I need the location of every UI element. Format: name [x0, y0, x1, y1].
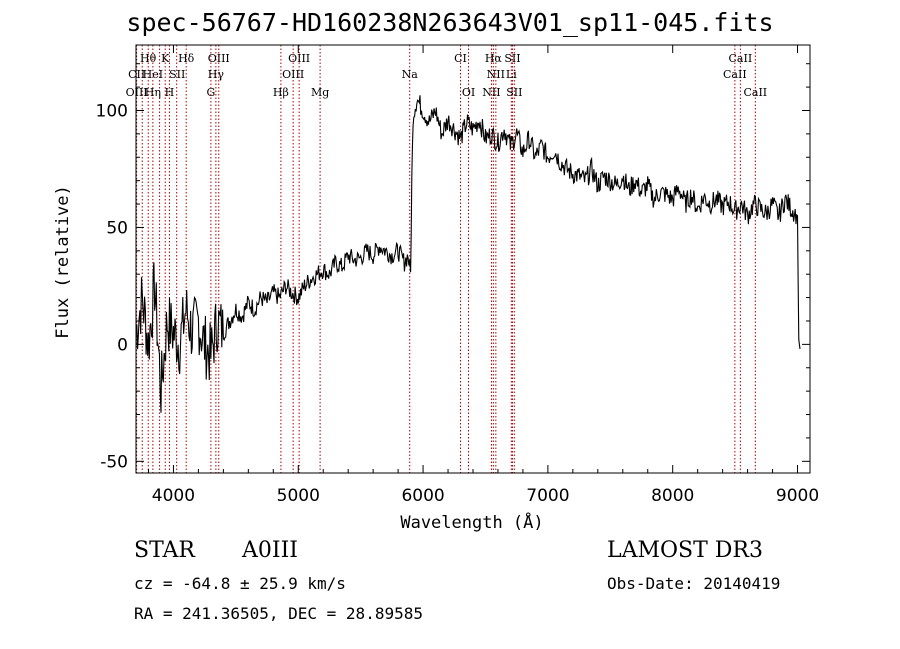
line-label: OIII: [126, 86, 148, 99]
line-label: Hη: [145, 86, 161, 99]
line-label: HeI: [143, 68, 163, 81]
line-label: Hβ: [273, 86, 289, 99]
line-label: Na: [402, 68, 419, 81]
x-tick-label: 5000: [277, 486, 320, 506]
object-subclass: A0III: [242, 538, 298, 563]
line-marker-group: [136, 45, 756, 473]
line-label: CII: [128, 68, 145, 81]
x-tick-label: 8000: [651, 486, 694, 506]
line-label: SII: [169, 68, 185, 81]
line-label: Li: [506, 68, 517, 81]
object-class: STAR: [134, 538, 195, 563]
x-axis: 4000 5000 6000 7000 8000 9000: [147, 45, 819, 506]
line-label: OIII: [208, 52, 230, 65]
y-tick-label: 50: [106, 218, 128, 238]
line-label: CaII: [729, 52, 753, 65]
line-label: OIII: [288, 52, 310, 65]
y-tick-label: -50: [100, 452, 128, 472]
line-label: NII: [487, 68, 505, 81]
x-axis-label: Wavelength (Å): [400, 511, 543, 533]
line-label: SII: [506, 86, 522, 99]
line-label: OI: [462, 86, 475, 99]
survey-name: LAMOST DR3: [607, 538, 763, 563]
line-label: Mg: [311, 86, 329, 99]
x-tick-label: 4000: [152, 486, 195, 506]
x-tick-label: 9000: [776, 486, 819, 506]
spectrum-line: [135, 95, 801, 413]
x-tick-label: 6000: [401, 486, 444, 506]
line-label: K: [161, 52, 170, 65]
y-axis: -50 0 50 100: [96, 63, 810, 472]
line-label: H: [165, 86, 175, 99]
line-label: NII: [482, 86, 500, 99]
line-label: G: [206, 86, 215, 99]
line-label: SII: [504, 52, 520, 65]
x-tick-label: 7000: [526, 486, 569, 506]
y-axis-label: Flux (relative): [53, 185, 73, 339]
observation-date: Obs-Date: 20140419: [607, 574, 781, 593]
line-label: CaII: [723, 68, 747, 81]
line-label: OIII: [282, 68, 304, 81]
line-label: Hθ: [140, 52, 157, 65]
plot-frame: [135, 44, 811, 474]
y-tick-label: 0: [117, 335, 128, 355]
redshift-value: cz = -64.8 ± 25.9 km/s: [134, 574, 346, 593]
line-label: Hγ: [208, 68, 225, 81]
sky-coordinates: RA = 241.36505, DEC = 28.89585: [134, 604, 423, 623]
line-label: CaII: [743, 86, 767, 99]
line-label: Hδ: [178, 52, 195, 65]
line-label: CI: [454, 52, 467, 65]
y-tick-label: 100: [96, 101, 128, 121]
line-label: Hα: [485, 52, 503, 65]
chart-title: spec-56767-HD160238N263643V01_sp11-045.f…: [126, 8, 774, 37]
